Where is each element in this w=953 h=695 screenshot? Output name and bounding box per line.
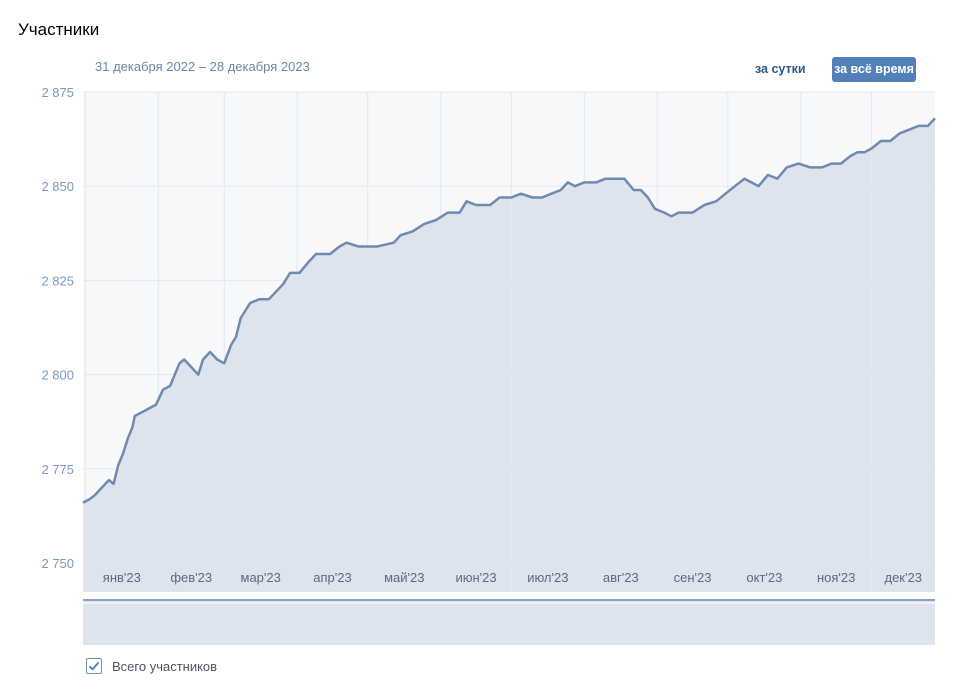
- navigator-area: [83, 599, 935, 645]
- x-tick-label: фев'23: [170, 570, 212, 585]
- x-tick-label: авг'23: [603, 570, 639, 585]
- series-area: [83, 118, 935, 593]
- period-all-time-button[interactable]: за всё время: [832, 57, 916, 82]
- y-tick-label: 2 850: [41, 179, 74, 194]
- y-tick-label: 2 775: [41, 462, 74, 477]
- x-tick-label: дек'23: [884, 570, 921, 585]
- x-tick-label: июл'23: [527, 570, 568, 585]
- legend-item[interactable]: Всего участников: [86, 656, 217, 676]
- x-tick-label: окт'23: [746, 570, 782, 585]
- members-chart[interactable]: 2 750 2 775 2 800 2 825 2 850 2 875 янв'23 фев'…: [0, 80, 953, 650]
- y-tick-label: 2 875: [41, 85, 74, 100]
- x-tick-label: сен'23: [674, 570, 712, 585]
- legend-label: Всего участников: [112, 658, 218, 674]
- x-tick-label: янв'23: [103, 570, 141, 585]
- chart-title: Участники: [18, 20, 100, 39]
- x-tick-label: июн'23: [455, 570, 496, 585]
- checkbox-checked-icon[interactable]: [86, 658, 102, 674]
- y-tick-label: 2 825: [41, 273, 74, 288]
- period-day-button[interactable]: за сутки: [755, 62, 806, 76]
- series-line: [82, 117, 936, 504]
- date-range-label: 31 декабря 2022 – 28 декабря 2023: [95, 59, 310, 74]
- y-tick-label: 2 750: [41, 556, 74, 571]
- x-tick-label: апр'23: [313, 570, 351, 585]
- y-tick-label: 2 800: [41, 368, 74, 383]
- x-tick-label: ноя'23: [817, 570, 855, 585]
- x-tick-label: май'23: [384, 570, 424, 585]
- x-tick-label: мар'23: [241, 570, 281, 585]
